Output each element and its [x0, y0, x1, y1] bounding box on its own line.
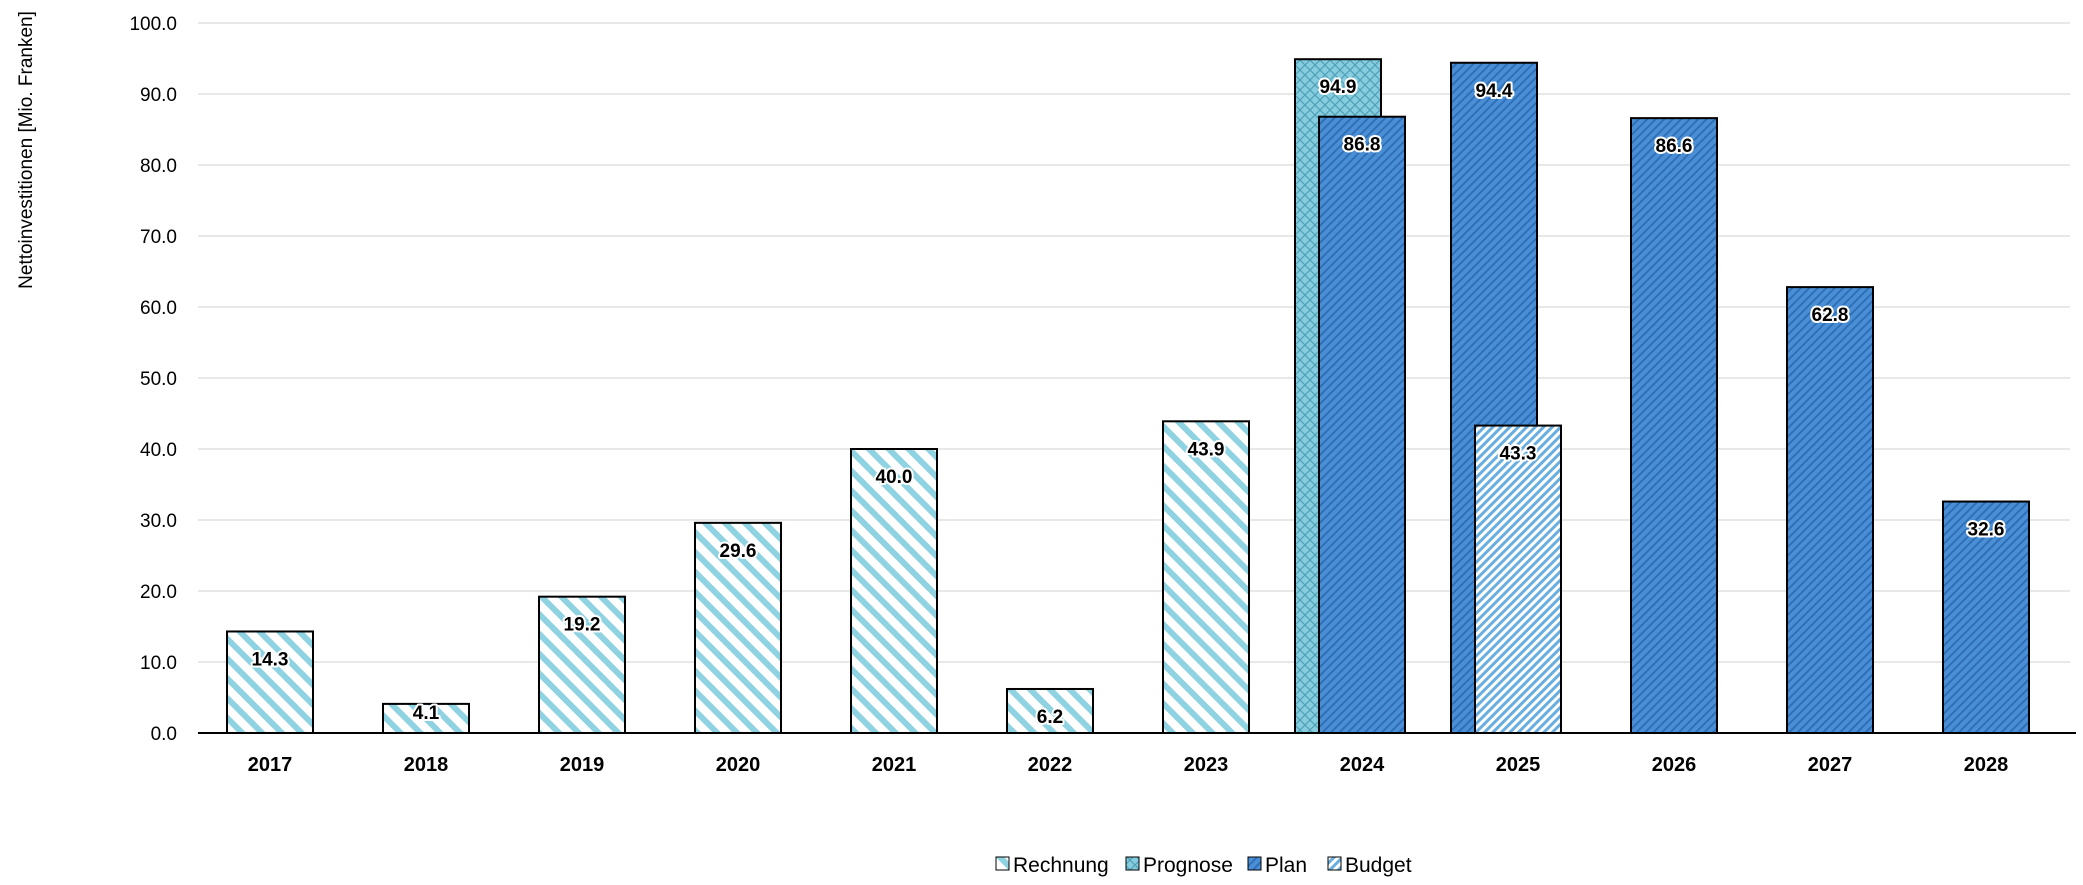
legend-swatch-plan	[1247, 856, 1262, 871]
x-tick-label: 2020	[716, 754, 761, 776]
data-label-plan-2027: 62.8	[1812, 305, 1849, 326]
y-tick-label: 30.0	[140, 511, 177, 532]
data-label-budget-2025: 43.3	[1500, 444, 1537, 465]
x-tick-label: 2026	[1652, 754, 1697, 776]
x-tick-label: 2018	[404, 754, 449, 776]
x-tick-label: 2023	[1184, 754, 1229, 776]
y-tick-label: 20.0	[140, 582, 177, 603]
bars	[226, 58, 2030, 735]
y-tick-label: 60.0	[140, 298, 177, 319]
bar-rechnung-2018	[382, 702, 470, 735]
bar-rechnung-2021	[850, 448, 938, 734]
data-label-rechnung-2023: 43.9	[1188, 439, 1225, 460]
bar-rechnung-2019	[538, 595, 626, 734]
data-label-plan-2025: 94.4	[1476, 81, 1513, 102]
legend-item-plan: Plan	[1247, 854, 1307, 877]
x-tick-label: 2017	[248, 754, 293, 776]
x-tick-label: 2027	[1808, 754, 1853, 776]
x-tick-label: 2021	[872, 754, 917, 776]
legend-swatch-rechnung	[995, 856, 1010, 871]
y-tick-label: 50.0	[140, 369, 177, 390]
bar-rechnung-2017	[226, 630, 314, 734]
bar-rechnung-2022	[1006, 687, 1094, 734]
legend-swatch-prognose	[1125, 856, 1140, 871]
bar-plan-2026	[1630, 117, 1718, 734]
legend: Rechnung Prognose Plan Budget	[995, 854, 1412, 877]
bar-budget-2025	[1474, 424, 1562, 734]
legend-label-budget: Budget	[1345, 854, 1412, 877]
bar-plan-2027	[1786, 286, 1874, 734]
legend-item-budget: Budget	[1327, 854, 1412, 877]
data-label-rechnung-2017: 14.3	[252, 649, 289, 670]
data-label-rechnung-2019: 19.2	[564, 615, 601, 636]
data-labels: 14.3 4.1 19.2 29.6 40.0 6.2 43.9 94.9 86.8 94.4 43…	[250, 75, 2007, 730]
y-tick-label: 70.0	[140, 227, 177, 248]
bar-plan-2024	[1318, 115, 1406, 735]
y-tick-label: 10.0	[140, 653, 177, 674]
legend-item-rechnung: Rechnung	[995, 854, 1109, 877]
x-tick-label: 2019	[560, 754, 605, 776]
y-tick-label: 100.0	[129, 14, 177, 35]
x-axis-ticks: 2017 2018 2019 2020 2021 2022 2023 2024 2025 2026…	[248, 754, 2009, 776]
y-tick-label: 80.0	[140, 156, 177, 177]
gridlines	[198, 22, 2070, 663]
y-axis-label: Nettoinvestitionen [Mio. Franken]	[16, 11, 37, 289]
legend-label-plan: Plan	[1265, 854, 1307, 877]
data-label-rechnung-2021: 40.0	[876, 467, 913, 488]
x-tick-label: 2024	[1340, 754, 1385, 776]
bar-plan-2028	[1942, 500, 2030, 735]
data-label-rechnung-2018: 4.1	[413, 703, 440, 724]
legend-label-rechnung: Rechnung	[1013, 854, 1109, 877]
y-axis-ticks: 0.0 10.0 20.0 30.0 40.0 50.0 60.0 70.0 80.0 90.0 1…	[129, 14, 177, 745]
legend-label-prognose: Prognose	[1143, 854, 1233, 877]
data-label-plan-2026: 86.6	[1656, 136, 1693, 157]
bar-rechnung-2023	[1162, 420, 1250, 734]
data-label-rechnung-2022: 6.2	[1037, 707, 1063, 728]
data-label-plan-2028: 32.6	[1968, 520, 2005, 541]
y-tick-label: 90.0	[140, 85, 177, 106]
legend-swatch-budget	[1327, 856, 1342, 871]
data-label-rechnung-2020: 29.6	[720, 541, 757, 562]
legend-item-prognose: Prognose	[1125, 854, 1233, 877]
data-label-prognose-2024: 94.9	[1320, 77, 1357, 98]
x-tick-label: 2025	[1496, 754, 1541, 776]
data-label-plan-2024: 86.8	[1344, 135, 1381, 156]
x-tick-label: 2022	[1028, 754, 1073, 776]
y-tick-label: 40.0	[140, 440, 177, 461]
y-tick-label: 0.0	[151, 724, 177, 745]
x-tick-label: 2028	[1964, 754, 2009, 776]
